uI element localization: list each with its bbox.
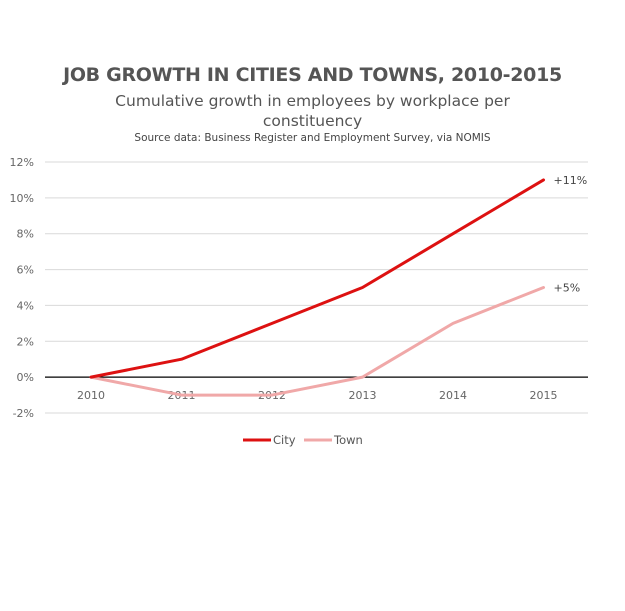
y-tick-label: 10% — [10, 192, 34, 205]
x-tick-label: 2013 — [349, 389, 377, 402]
y-tick-label: 2% — [17, 335, 34, 348]
chart-source: Source data: Business Register and Emplo… — [134, 132, 491, 144]
grid-lines — [45, 161, 588, 414]
x-tick-label: 2010 — [77, 389, 105, 402]
legend-label-town: Town — [333, 433, 363, 447]
end-labels: +5% +11% — [554, 174, 588, 295]
x-tick-label: 2014 — [439, 389, 467, 402]
series-lines — [89, 178, 545, 397]
y-tick-label: 8% — [17, 228, 34, 241]
end-label-city: +11% — [554, 174, 588, 187]
y-axis-ticks: -2% 0% 2% 4% 6% 8% 10% 12% — [10, 156, 34, 420]
series-line-town — [89, 286, 545, 397]
end-label-town: +5% — [554, 282, 581, 295]
x-axis-ticks: 2010 2011 2012 2013 2014 2015 — [77, 389, 558, 402]
series-line-city — [89, 178, 545, 379]
legend: City Town — [243, 433, 363, 447]
y-tick-label: -2% — [13, 407, 34, 420]
y-tick-label: 6% — [17, 264, 34, 277]
chart-title: JOB GROWTH IN CITIES AND TOWNS, 2010-201… — [63, 64, 562, 86]
y-tick-label: 12% — [10, 156, 34, 169]
legend-label-city: City — [273, 433, 296, 447]
y-tick-label: 0% — [17, 371, 34, 384]
chart-subtitle: Cumulative growth in employees by workpl… — [115, 92, 510, 130]
x-tick-label: 2015 — [530, 389, 558, 402]
y-tick-label: 4% — [17, 299, 34, 312]
